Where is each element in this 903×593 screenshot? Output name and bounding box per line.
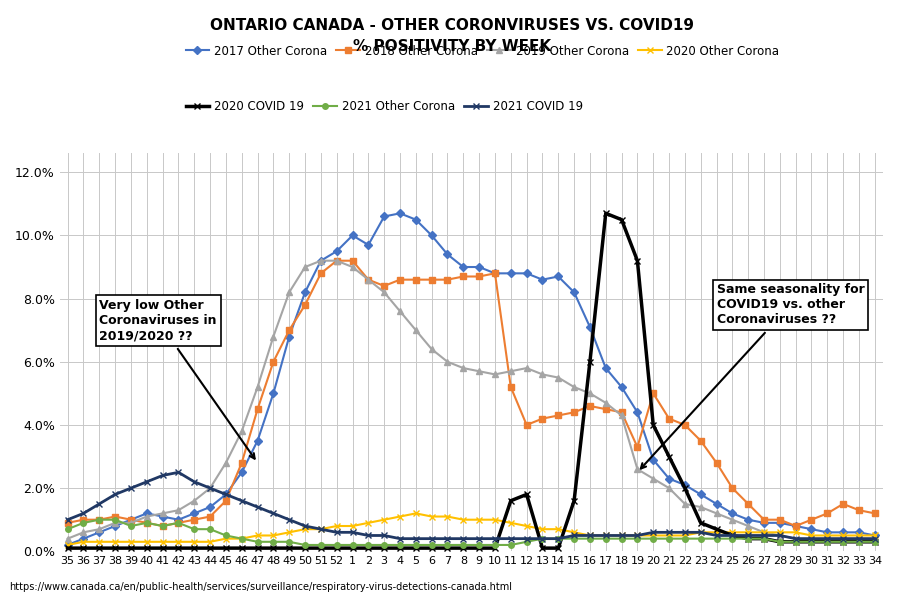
Line: 2021 Other Corona: 2021 Other Corona bbox=[65, 517, 877, 548]
2021 Other Corona bbox=[378, 541, 389, 549]
2018 Other Corona bbox=[521, 422, 532, 429]
2021 COVID 19 bbox=[473, 535, 484, 542]
2020 Other Corona bbox=[568, 529, 579, 536]
2019 Other Corona bbox=[126, 519, 136, 527]
2017 Other Corona bbox=[62, 541, 73, 549]
2017 Other Corona bbox=[568, 289, 579, 296]
2020 COVID 19 bbox=[62, 544, 73, 551]
2018 Other Corona bbox=[330, 257, 341, 264]
Line: 2018 Other Corona: 2018 Other Corona bbox=[65, 258, 877, 529]
2021 Other Corona bbox=[94, 516, 105, 523]
2020 Other Corona bbox=[600, 532, 610, 539]
2020 COVID 19 bbox=[600, 210, 610, 217]
2020 COVID 19 bbox=[584, 358, 595, 365]
2021 Other Corona bbox=[62, 525, 73, 533]
2019 Other Corona bbox=[315, 257, 326, 264]
2017 Other Corona bbox=[821, 529, 832, 536]
2017 Other Corona bbox=[600, 365, 610, 372]
2021 Other Corona bbox=[616, 535, 627, 542]
2019 Other Corona bbox=[362, 276, 373, 283]
2017 Other Corona bbox=[126, 516, 136, 523]
2017 Other Corona bbox=[869, 532, 880, 539]
2020 Other Corona bbox=[869, 532, 880, 539]
2020 COVID 19 bbox=[553, 544, 563, 551]
Text: ONTARIO CANADA - OTHER CORONVIRUSES VS. COVID19: ONTARIO CANADA - OTHER CORONVIRUSES VS. … bbox=[209, 18, 694, 33]
2021 Other Corona bbox=[521, 538, 532, 546]
2020 Other Corona bbox=[821, 532, 832, 539]
Text: Very low Other
Coronaviruses in
2019/2020 ??: Very low Other Coronaviruses in 2019/202… bbox=[99, 299, 255, 458]
Text: https://www.canada.ca/en/public-health/services/surveillance/respiratory-virus-d: https://www.canada.ca/en/public-health/s… bbox=[9, 582, 511, 592]
2020 COVID 19 bbox=[126, 544, 136, 551]
Text: % POSITIVITY BY WEEK: % POSITIVITY BY WEEK bbox=[352, 39, 551, 53]
2021 COVID 19 bbox=[172, 468, 183, 476]
2019 Other Corona bbox=[821, 535, 832, 542]
Line: 2021 COVID 19: 2021 COVID 19 bbox=[64, 469, 878, 542]
2021 Other Corona bbox=[473, 541, 484, 549]
Line: 2019 Other Corona: 2019 Other Corona bbox=[64, 257, 878, 542]
2020 Other Corona bbox=[62, 541, 73, 549]
2021 COVID 19 bbox=[126, 484, 136, 492]
2021 COVID 19 bbox=[616, 532, 627, 539]
2018 Other Corona bbox=[473, 273, 484, 280]
2017 Other Corona bbox=[347, 232, 358, 239]
2020 COVID 19 bbox=[821, 538, 832, 546]
2019 Other Corona bbox=[458, 365, 469, 372]
2021 COVID 19 bbox=[584, 532, 595, 539]
2018 Other Corona bbox=[616, 409, 627, 416]
Legend: 2020 COVID 19, 2021 Other Corona, 2021 COVID 19: 2020 COVID 19, 2021 Other Corona, 2021 C… bbox=[181, 95, 587, 118]
2020 Other Corona bbox=[458, 516, 469, 523]
2019 Other Corona bbox=[568, 384, 579, 391]
2017 Other Corona bbox=[394, 210, 405, 217]
2018 Other Corona bbox=[869, 510, 880, 517]
2017 Other Corona bbox=[458, 263, 469, 270]
2021 Other Corona bbox=[869, 538, 880, 546]
2020 Other Corona bbox=[410, 510, 421, 517]
Line: 2020 Other Corona: 2020 Other Corona bbox=[64, 510, 878, 549]
2021 COVID 19 bbox=[521, 535, 532, 542]
2020 COVID 19 bbox=[442, 544, 452, 551]
Line: 2020 COVID 19: 2020 COVID 19 bbox=[64, 210, 878, 551]
2018 Other Corona bbox=[126, 516, 136, 523]
2021 Other Corona bbox=[141, 519, 152, 527]
2021 COVID 19 bbox=[394, 535, 405, 542]
2018 Other Corona bbox=[584, 403, 595, 410]
2019 Other Corona bbox=[62, 535, 73, 542]
2018 Other Corona bbox=[157, 522, 168, 530]
2019 Other Corona bbox=[600, 399, 610, 406]
Text: Same seasonality for
COVID19 vs. other
Coronaviruses ??: Same seasonality for COVID19 vs. other C… bbox=[640, 283, 863, 468]
2018 Other Corona bbox=[62, 519, 73, 527]
2021 Other Corona bbox=[584, 535, 595, 542]
2020 COVID 19 bbox=[869, 538, 880, 546]
2021 COVID 19 bbox=[362, 532, 373, 539]
2018 Other Corona bbox=[378, 282, 389, 289]
2021 Other Corona bbox=[299, 541, 310, 549]
2019 Other Corona bbox=[869, 535, 880, 542]
2020 Other Corona bbox=[126, 538, 136, 546]
2020 Other Corona bbox=[347, 522, 358, 530]
Line: 2017 Other Corona: 2017 Other Corona bbox=[65, 211, 877, 548]
2020 COVID 19 bbox=[347, 544, 358, 551]
2021 COVID 19 bbox=[869, 535, 880, 542]
2021 COVID 19 bbox=[62, 516, 73, 523]
